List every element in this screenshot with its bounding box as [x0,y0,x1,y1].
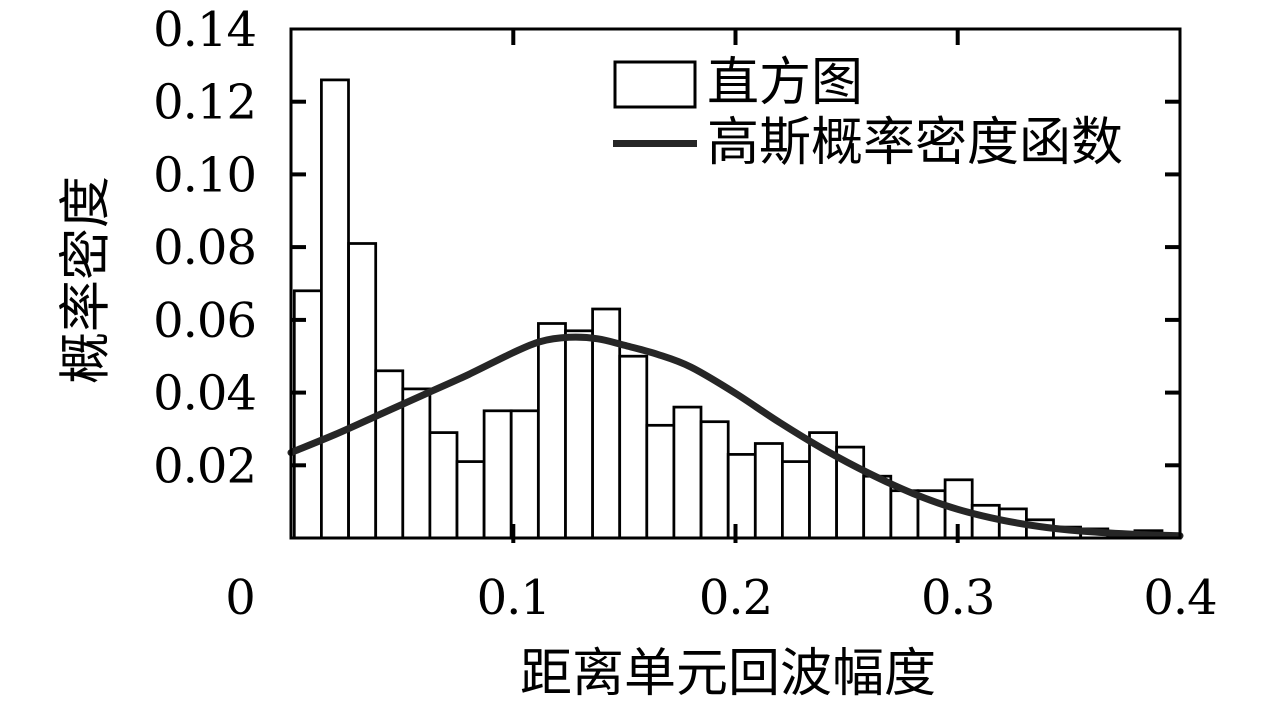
histogram-bar [428,431,459,540]
y-tick-label: 0.06 [153,293,256,349]
x-tick-label: 0.1 [477,570,550,626]
tick-labels-layer: 0 0.1 0.2 0.3 0.4 0.02 0.04 0.06 0.08 0.10 0.12 0.1… [153,2,1218,626]
y-tick-label: 0.08 [153,220,256,276]
histogram-bar [781,460,811,540]
x-tick-label: 0 [225,570,255,626]
histogram-bar [753,442,784,540]
histogram-bar [292,289,323,540]
histogram-bar [374,369,405,540]
y-tick-label: 0.04 [153,366,256,422]
gaussian-curve-layer [287,333,1184,540]
x-tick-label: 0.2 [699,570,772,626]
histogram-bar [320,78,350,540]
histogram-bar [509,409,540,540]
histogram-bar [401,387,432,540]
histogram-bar [699,420,730,540]
y-tick-label: 0.02 [153,438,256,494]
histogram-bar [482,409,513,540]
histogram-bar [564,329,594,540]
histogram-bar [672,405,703,540]
legend-gaussian-label: 高斯概率密度函数 [707,113,1123,173]
y-tick-label: 0.12 [153,75,256,131]
histogram-bar [537,322,567,540]
y-tick-label: 0.10 [153,147,256,203]
legend: 直方图 高斯概率密度函数 [613,53,1123,173]
legend-histogram-swatch [613,60,697,109]
x-tick-label: 0.4 [1143,570,1216,626]
y-axis-title: 概率密度 [57,176,117,384]
histogram-bar [889,489,920,540]
histogram-bar [347,242,378,540]
gaussian-curve-path [287,333,1184,540]
histogram-bar [645,423,676,540]
axis-ticks-layer [292,30,1179,543]
x-axis-title: 距离单元回波幅度 [520,644,936,704]
x-tick-label: 0.3 [921,570,994,626]
histogram-bar [618,354,649,540]
legend-histogram-label: 直方图 [707,53,863,113]
histogram-bar [726,453,757,540]
y-tick-label: 0.14 [153,2,256,58]
histogram-bar [455,460,486,540]
